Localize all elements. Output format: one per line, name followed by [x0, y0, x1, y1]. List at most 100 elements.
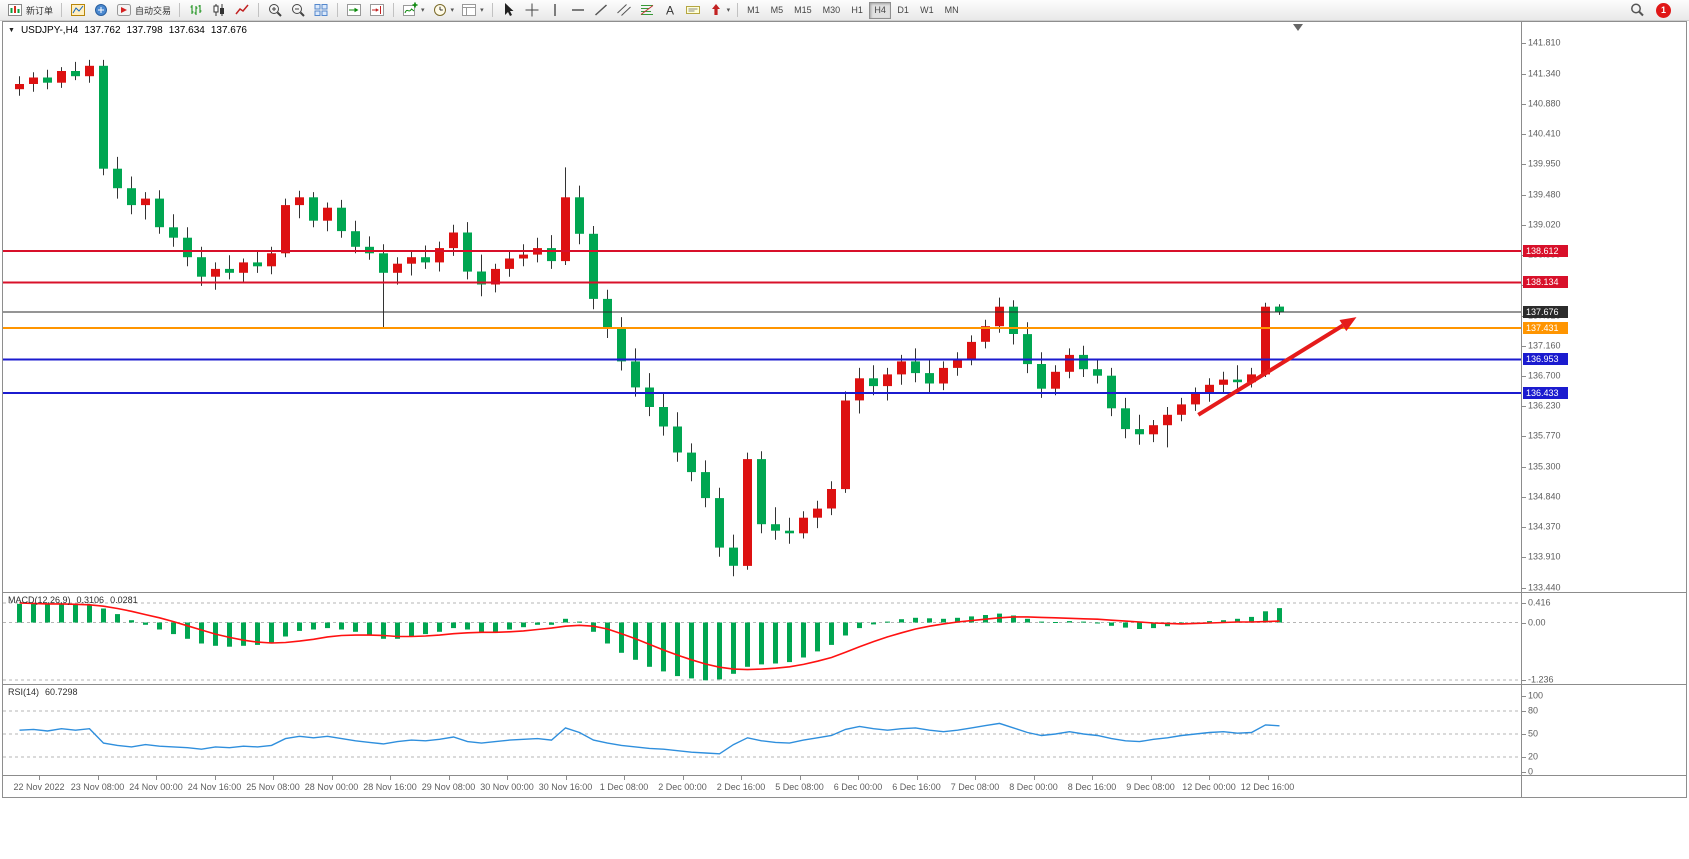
cursor-button[interactable]	[498, 1, 520, 20]
new-order-button[interactable]: 新订单	[4, 1, 56, 20]
bar-chart-button[interactable]	[185, 1, 207, 20]
trend-arrow-annotation[interactable]	[1197, 317, 1357, 417]
ohlc-high: 137.798	[126, 25, 163, 36]
label-button[interactable]	[682, 1, 704, 20]
vertical-line-button[interactable]	[544, 1, 566, 20]
axis-tick	[1522, 603, 1526, 604]
crosshair-icon	[525, 3, 539, 17]
toolbar-separator	[491, 3, 493, 17]
rsi-axis-label: 80	[1528, 705, 1539, 716]
price-axis-border	[1521, 22, 1522, 797]
price-axis-label: 139.020	[1528, 219, 1561, 230]
fibonacci-button[interactable]	[636, 1, 658, 20]
timeframe-m15-button[interactable]: M15	[789, 2, 817, 19]
time-axis-label: 8 Dec 16:00	[1067, 782, 1117, 792]
price-chart[interactable]	[3, 22, 1521, 592]
rsi-axis-label: 100	[1528, 690, 1544, 701]
arrows-button[interactable]: ▾	[705, 1, 734, 20]
axis-tick	[1522, 623, 1526, 624]
time-axis-tick	[39, 776, 40, 780]
axis-tick	[1522, 376, 1526, 377]
caret-down-icon: ▾	[480, 6, 484, 14]
macd-panel[interactable]	[3, 593, 1521, 684]
timeframe-mn-button[interactable]: MN	[940, 2, 964, 19]
trendline-button[interactable]	[590, 1, 612, 20]
price-tag: 138.134	[1523, 276, 1568, 288]
time-axis-label: 12 Dec 16:00	[1240, 782, 1295, 792]
price-axis-label: 136.700	[1528, 370, 1561, 381]
one-click-trading-icon[interactable]: ▼	[8, 27, 15, 34]
tile-windows-button[interactable]	[310, 1, 332, 20]
time-axis-label: 1 Dec 08:00	[599, 782, 649, 792]
time-axis-label: 28 Nov 00:00	[304, 782, 359, 792]
time-axis-tick	[1209, 776, 1210, 780]
rsi-axis-label: 50	[1528, 728, 1539, 739]
label-icon	[685, 6, 700, 14]
autotrade-icon	[117, 4, 132, 16]
horizontal-line-button[interactable]	[567, 1, 589, 20]
timeframe-m30-button[interactable]: M30	[818, 2, 846, 19]
svg-text:A: A	[666, 4, 674, 18]
zoom-out-button[interactable]	[287, 1, 309, 20]
candlestick-chart-button[interactable]	[208, 1, 230, 20]
trendline-icon	[594, 4, 607, 16]
price-axis-label: 133.910	[1528, 551, 1561, 562]
zoom-in-button[interactable]	[264, 1, 286, 20]
timeframe-h4-button[interactable]: H4	[869, 1, 892, 19]
time-axis-label: 22 Nov 2022	[13, 782, 65, 792]
rsi-line	[19, 722, 1280, 755]
rsi-panel[interactable]	[3, 685, 1521, 775]
time-axis-tick	[390, 776, 391, 780]
time-axis-label: 29 Nov 08:00	[421, 782, 476, 792]
price-axis-label: 135.300	[1528, 461, 1561, 472]
rsi-axis-label: 20	[1528, 751, 1539, 762]
line-chart-button[interactable]	[231, 1, 253, 20]
time-axis-label: 7 Dec 08:00	[950, 782, 1000, 792]
rsi-panel-splitter[interactable]	[3, 684, 1686, 685]
auto-trading-button[interactable]: 自动交易	[113, 1, 174, 20]
time-axis-tick	[565, 776, 567, 780]
candles-icon	[213, 4, 225, 16]
periods-button[interactable]: ▾	[429, 1, 458, 20]
indicators-icon	[403, 2, 418, 16]
axis-tick	[1522, 680, 1526, 681]
indicators-button[interactable]: ▾	[399, 1, 428, 20]
time-axis-border	[3, 775, 1686, 776]
channel-button[interactable]	[613, 1, 635, 20]
timeframe-h1-button[interactable]: H1	[846, 2, 868, 19]
cursor-icon	[504, 3, 514, 16]
time-axis-label: 30 Nov 00:00	[480, 782, 534, 792]
charts-button[interactable]	[67, 1, 89, 20]
text-button[interactable]: A	[659, 1, 681, 20]
chart-shift-marker[interactable]	[1293, 24, 1303, 31]
tile-windows-icon	[314, 4, 328, 16]
crosshair-button[interactable]	[521, 1, 543, 20]
chart-window-icon	[71, 4, 86, 16]
candles	[15, 59, 1284, 577]
search-button[interactable]	[1626, 1, 1648, 20]
macd-value: 0.3106	[76, 595, 105, 605]
time-axis-label: 24 Nov 00:00	[129, 782, 183, 792]
price-tag: 137.676	[1523, 306, 1568, 318]
timeframe-w1-button[interactable]: W1	[915, 2, 939, 19]
macd-panel-splitter[interactable]	[3, 592, 1686, 593]
time-axis-tick	[1033, 776, 1035, 780]
timeframe-m1-button[interactable]: M1	[742, 2, 765, 19]
chart-shift-button[interactable]	[366, 1, 388, 20]
new-order-button-label: 新订单	[26, 5, 54, 16]
profiles-button[interactable]	[90, 1, 112, 20]
channel-icon	[616, 4, 631, 16]
templates-button[interactable]: ▾	[458, 1, 487, 20]
notification-badge[interactable]: 1	[1656, 2, 1671, 18]
axis-tick	[1522, 74, 1526, 75]
chart-window: ▼ USDJPY-,H4 137.762 137.798 137.634 137…	[2, 21, 1687, 798]
rsi-name: RSI(14)	[8, 687, 40, 697]
time-axis-tick	[507, 776, 508, 780]
timeframe-d1-button[interactable]: D1	[892, 2, 914, 19]
time-axis-label: 2 Dec 00:00	[658, 782, 707, 792]
vline-icon	[553, 4, 556, 16]
auto-scroll-button[interactable]	[343, 1, 365, 20]
price-tag: 137.431	[1523, 322, 1568, 334]
timeframe-m5-button[interactable]: M5	[766, 2, 789, 19]
time-axis-label: 8 Dec 00:00	[1009, 782, 1058, 792]
